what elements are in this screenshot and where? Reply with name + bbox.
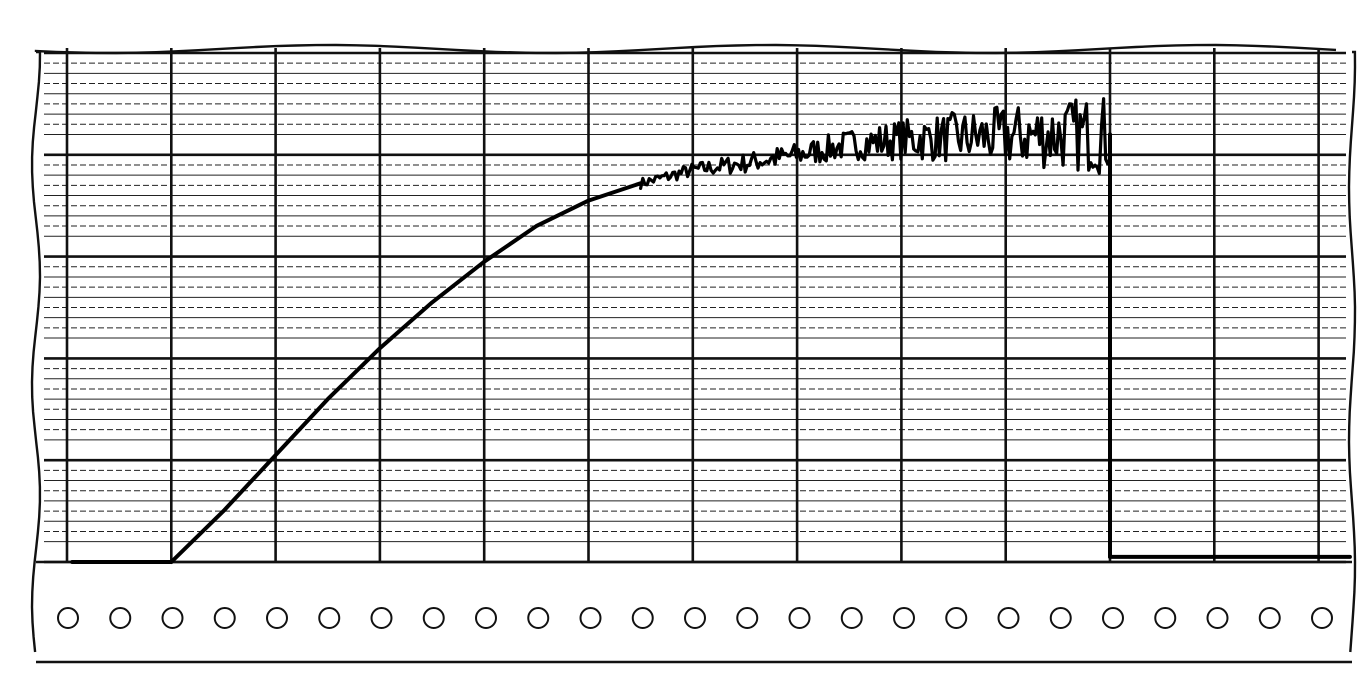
sprocket-hole (1258, 607, 1281, 629)
sprocket-hole (1102, 607, 1124, 629)
trace-rise-segment (169, 181, 643, 564)
sprocket-hole (736, 607, 759, 629)
sprocket-hole (1049, 607, 1072, 629)
sprocket-hole (579, 607, 602, 629)
sprocket-hole (788, 607, 811, 629)
sprocket-hole (266, 607, 288, 629)
sprocket-hole (422, 607, 445, 629)
sprocket-hole (161, 607, 184, 629)
sprocket-hole (527, 607, 550, 629)
sprocket-hole (475, 607, 497, 629)
sprocket-holes (57, 607, 1333, 629)
paper-top-edge (34, 43, 1337, 55)
paper-left-edge (30, 50, 42, 653)
sprocket-hole (893, 607, 915, 629)
sprocket-hole (370, 607, 393, 629)
sprocket-hole (213, 607, 236, 629)
sprocket-hole (997, 607, 1020, 629)
sprocket-hole (57, 607, 79, 629)
recorded-trace (70, 97, 1352, 564)
sprocket-hole (318, 607, 341, 629)
chart-grid (44, 48, 1346, 564)
sprocket-hole (840, 607, 863, 629)
trace-noisy-segment (639, 97, 1112, 190)
sprocket-hole (109, 607, 132, 629)
sprocket-hole (684, 607, 706, 629)
sprocket-hole (945, 607, 968, 629)
paper-right-edge (1347, 50, 1357, 653)
sprocket-hole (631, 607, 654, 629)
paper-outline (30, 43, 1357, 664)
sprocket-hole (1154, 607, 1177, 629)
sprocket-hole (1311, 607, 1333, 629)
sprocket-hole (1206, 607, 1229, 629)
